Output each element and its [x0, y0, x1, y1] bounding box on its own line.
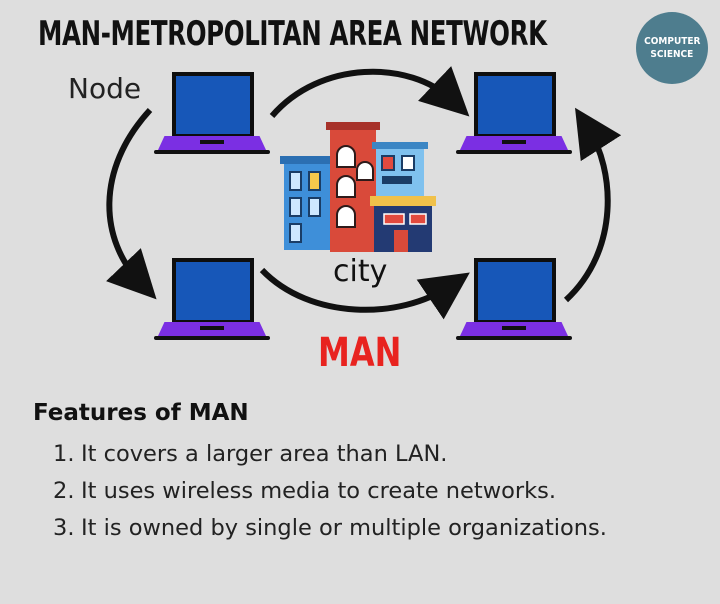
arrow-top: [269, 66, 470, 118]
man-label: MAN: [318, 330, 402, 376]
feature-text: It uses wireless media to create network…: [81, 478, 557, 504]
computer-science-badge: COMPUTER SCIENCE: [636, 12, 708, 84]
feature-number: 1.: [53, 441, 75, 467]
city-label: city: [333, 254, 388, 289]
feature-item: 1. It covers a larger area than LAN.: [53, 436, 607, 473]
laptop-node-top-right: [456, 72, 580, 162]
feature-item: 2. It uses wireless media to create netwo…: [53, 473, 607, 510]
feature-text: It is owned by single or multiple organi…: [81, 515, 607, 541]
arrow-left: [106, 107, 157, 300]
feature-number: 2.: [53, 478, 75, 504]
arrow-right: [563, 107, 622, 303]
arrow-bottom: [259, 267, 470, 320]
laptop-node-bottom-left: [154, 258, 278, 348]
badge-line-1: COMPUTER: [643, 36, 701, 47]
network-diagram: [106, 66, 622, 320]
feature-text: It covers a larger area than LAN.: [81, 441, 448, 467]
features-list: 1. It covers a larger area than LAN. 2. It…: [53, 436, 607, 547]
feature-item: 3. It is owned by single or multiple orga…: [53, 510, 607, 547]
laptop-node-bottom-right: [456, 258, 580, 348]
badge-line-2: SCIENCE: [650, 49, 694, 60]
feature-number: 3.: [53, 515, 75, 541]
features-heading: Features of MAN: [33, 400, 249, 426]
page-title: MAN-METROPOLITAN AREA NETWORK: [38, 14, 547, 54]
city-illustration: [280, 122, 436, 252]
node-label: Node: [68, 72, 142, 105]
laptop-node-top-left: [154, 72, 278, 162]
